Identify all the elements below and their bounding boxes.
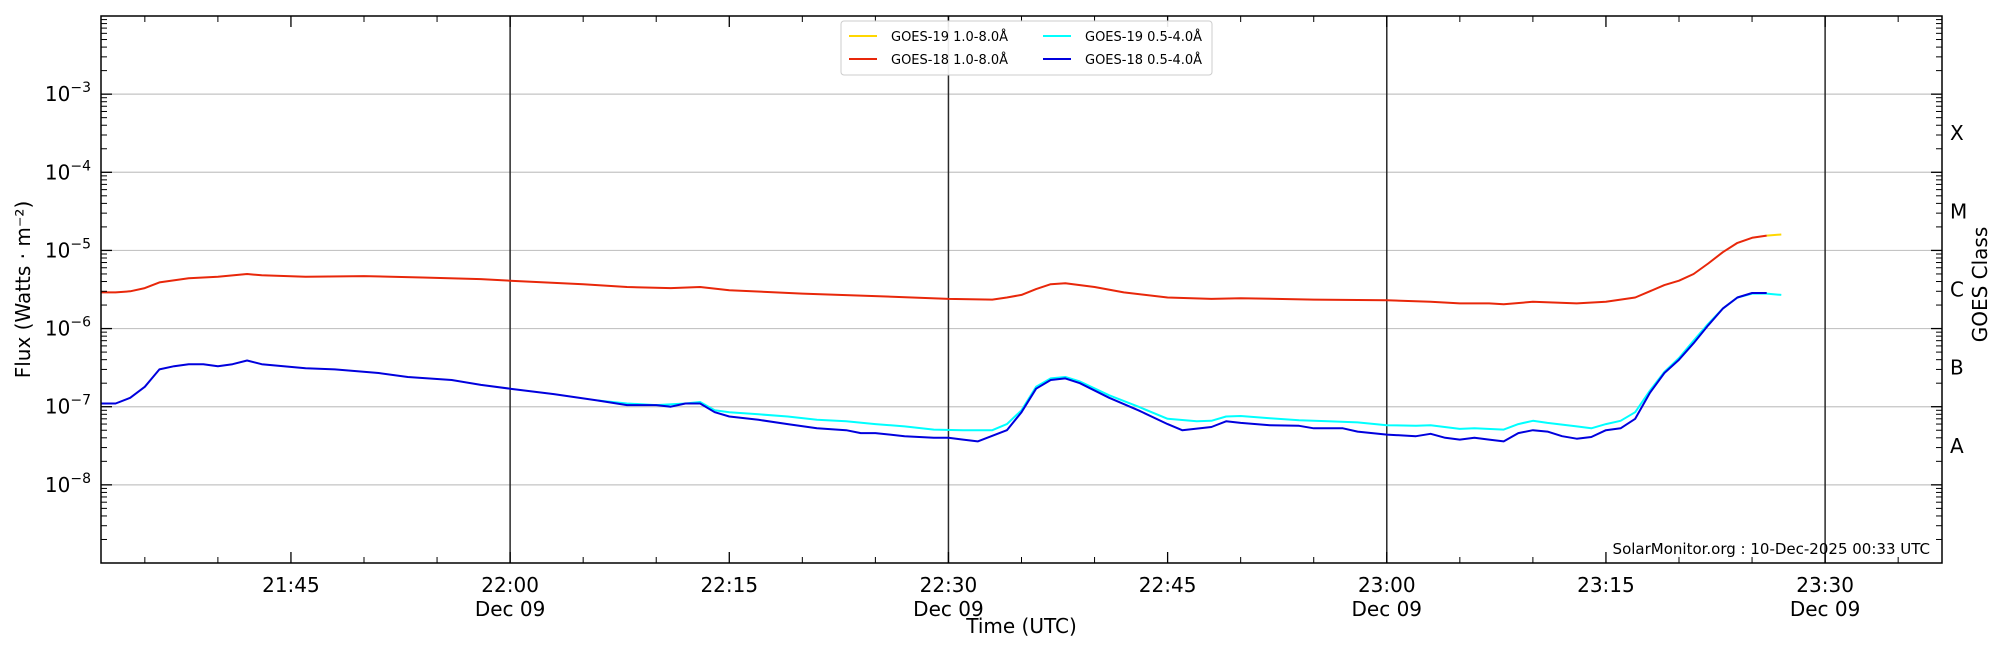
x-tick-label: 22:00 <box>481 573 539 597</box>
y-tick-label: 10−3 <box>45 80 91 106</box>
legend: GOES-19 1.0-8.0Å GOES-18 1.0-8.0Å GOES-19 … <box>840 20 1213 76</box>
y-axis-ticks: 10−8 10−7 10−6 10−5 10−4 10−3 <box>45 19 1942 540</box>
x-tick-label: 22:30 <box>920 573 978 597</box>
goes-class-label: C <box>1950 278 1964 302</box>
plot-frame <box>100 15 1943 564</box>
legend-entry-label: GOES-18 0.5-4.0Å <box>1085 52 1202 68</box>
y-tick-label: 10−6 <box>45 315 91 341</box>
x-tick-date-label: Dec 09 <box>1352 597 1423 621</box>
legend-entry-label: GOES-19 0.5-4.0Å <box>1085 29 1202 45</box>
legend-box <box>840 20 1213 76</box>
series-line <box>101 234 1767 306</box>
x-tick-date-label: Dec 09 <box>1790 597 1861 621</box>
y-tick-label: 10−4 <box>45 158 91 184</box>
series-line <box>101 292 1767 443</box>
x-tick-label: 22:15 <box>700 573 758 597</box>
goes-class-label: A <box>1950 434 1964 458</box>
y-tick-label: 10−8 <box>45 471 91 497</box>
goes-class-label: M <box>1950 199 1967 223</box>
credit-text: SolarMonitor.org : 10-Dec-2025 00:33 UTC <box>1613 540 1930 558</box>
series-line <box>1766 233 1782 237</box>
legend-entry-label: GOES-18 1.0-8.0Å <box>891 52 1008 68</box>
x-tick-label: 23:15 <box>1577 573 1635 597</box>
x-tick-label: 23:00 <box>1358 573 1416 597</box>
y-tick-label: 10−5 <box>45 236 91 262</box>
goes-class-label: B <box>1950 356 1964 380</box>
goes-class-labels: A B C M X <box>1950 121 1967 458</box>
x-tick-date-label: Dec 09 <box>913 597 984 621</box>
x-axis-title: Time (UTC) <box>965 614 1077 638</box>
x-tick-label: 22:45 <box>1139 573 1197 597</box>
y-axis-title: Flux (Watts · m⁻²) <box>11 201 35 379</box>
day-marker-lines <box>509 16 1826 563</box>
y-tick-label: 10−7 <box>45 393 91 419</box>
right-axis-title: GOES Class <box>1968 227 1992 343</box>
series-lines <box>101 233 1782 443</box>
gridlines <box>101 93 1942 486</box>
goes-class-label: X <box>1950 121 1964 145</box>
legend-entry-label: GOES-19 1.0-8.0Å <box>891 29 1008 45</box>
x-tick-date-label: Dec 09 <box>475 597 546 621</box>
x-tick-label: 21:45 <box>262 573 320 597</box>
x-tick-label: 23:30 <box>1796 573 1854 597</box>
series-line <box>597 292 1782 432</box>
